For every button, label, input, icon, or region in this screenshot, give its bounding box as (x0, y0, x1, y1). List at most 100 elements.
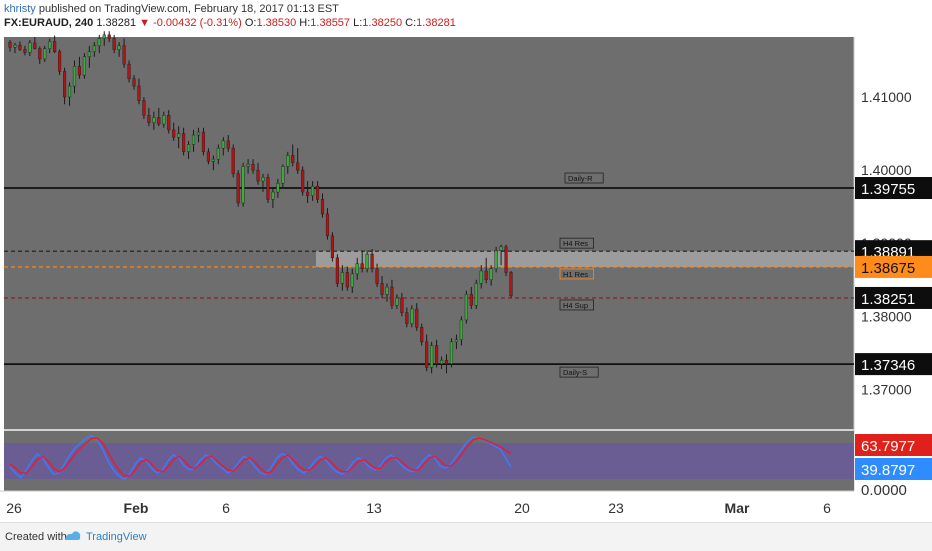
candle-body (251, 164, 255, 171)
candle-body (375, 268, 379, 284)
price-label: 1.38251 (861, 291, 915, 308)
candle-body (63, 71, 67, 98)
x-tick-label: 26 (6, 500, 22, 516)
price-label-box (855, 353, 932, 376)
level-tag-box (559, 237, 594, 249)
candle-body (117, 45, 121, 50)
candle-body (345, 272, 349, 288)
candle-body (256, 169, 260, 182)
candle-body (33, 42, 37, 49)
symbol-label: FX:EURAUD, 240 (4, 17, 94, 29)
candle-body (127, 63, 131, 79)
price-change: -0.00432 (-0.31%) (153, 17, 242, 29)
tradingview-link[interactable]: TradingView (86, 531, 147, 543)
x-tick-label: 20 (514, 500, 530, 516)
last-price: 1.38281 (96, 17, 137, 29)
candle-body (385, 286, 389, 295)
candle-body (355, 263, 359, 275)
created-with-text: Created with (5, 531, 67, 543)
candle-body (395, 297, 399, 306)
level-tag-label: H1 Res (563, 270, 588, 279)
candle-body (48, 41, 52, 49)
high-label: H: (299, 17, 311, 29)
candle-body (97, 38, 101, 47)
candle-body (291, 155, 295, 163)
candle-body (191, 134, 196, 145)
price-label: 1.38675 (861, 260, 915, 277)
publish-header: khristy published on TradingView.com, Fe… (4, 3, 339, 15)
candle-body (18, 44, 22, 50)
candle-body (187, 144, 191, 153)
candle-body (236, 173, 240, 204)
x-tick-label: Mar (725, 500, 750, 516)
candle-body (172, 129, 176, 138)
candle-body (301, 169, 305, 193)
candle-body (370, 253, 374, 269)
level-tag-box (564, 172, 604, 184)
candle-body (405, 312, 409, 324)
candle-body (157, 117, 161, 125)
candle-body (38, 48, 42, 60)
candle-body (479, 270, 483, 284)
level-tag-box (559, 299, 594, 311)
candle-body (147, 115, 151, 123)
candle-body (380, 283, 384, 295)
candle-body (102, 34, 106, 39)
candle-body (330, 235, 334, 259)
time-axis[interactable] (0, 491, 932, 522)
candle-body (400, 297, 404, 313)
y-tick-label: 1.38000 (861, 308, 912, 324)
candle-body (8, 41, 12, 48)
down-arrow-icon: ▼ (139, 17, 151, 29)
candle-body (365, 253, 369, 269)
y-tick-label: 1.40000 (861, 162, 912, 178)
stoch-label-box (855, 458, 932, 480)
candle-body (77, 66, 82, 76)
author-name[interactable]: khristy (4, 3, 36, 15)
candle-body (261, 177, 265, 182)
candle-body (152, 117, 156, 123)
candle-body (499, 246, 503, 251)
candle-body (509, 272, 513, 297)
stoch-d-line (9, 437, 512, 477)
candle-body (464, 294, 468, 321)
candle-body (335, 257, 339, 284)
candle-body (201, 131, 206, 153)
candle-body (350, 273, 354, 288)
symbol-header: FX:EURAUD, 240 1.38281 ▼ -0.00432 (-0.31… (4, 17, 456, 29)
candle-body (162, 115, 166, 125)
candle-body (13, 44, 17, 48)
price-label: 1.37346 (861, 357, 915, 374)
high-value: 1.38557 (310, 17, 351, 29)
stoch-label: 63.7977 (861, 438, 915, 455)
price-label-box (855, 177, 932, 200)
candle-body (410, 308, 414, 324)
y-tick-label: 1.41000 (861, 89, 912, 105)
candle-body (23, 49, 27, 53)
candle-body (444, 359, 449, 365)
candle-body (276, 183, 280, 193)
candle-body (474, 283, 478, 306)
candle-body (320, 199, 325, 215)
candle-body (390, 286, 394, 306)
candle-body (72, 66, 77, 87)
candle-body (489, 268, 493, 280)
candle-body (107, 34, 111, 39)
candle-body (266, 177, 270, 200)
footer-bar: Created with TradingView (0, 522, 932, 551)
stoch-label-box (855, 434, 932, 456)
candle-body (211, 158, 215, 162)
level-tag-label: H4 Res (563, 239, 588, 248)
candle-body (306, 191, 310, 196)
candle-body (241, 166, 245, 204)
candle-body (67, 85, 72, 98)
price-chart[interactable]: Daily-R H4 Res H1 Res H4 Sup Daily-S 1.41000… (0, 0, 932, 522)
tradingview-logo-icon[interactable] (64, 528, 82, 542)
x-tick-label: 6 (222, 500, 230, 516)
main-pane[interactable] (4, 37, 854, 429)
candle-body (43, 48, 47, 60)
open-value: 1.38530 (256, 17, 297, 29)
h1-h4-zone (316, 251, 854, 267)
candle-body (142, 100, 146, 116)
candle-body (122, 45, 126, 65)
